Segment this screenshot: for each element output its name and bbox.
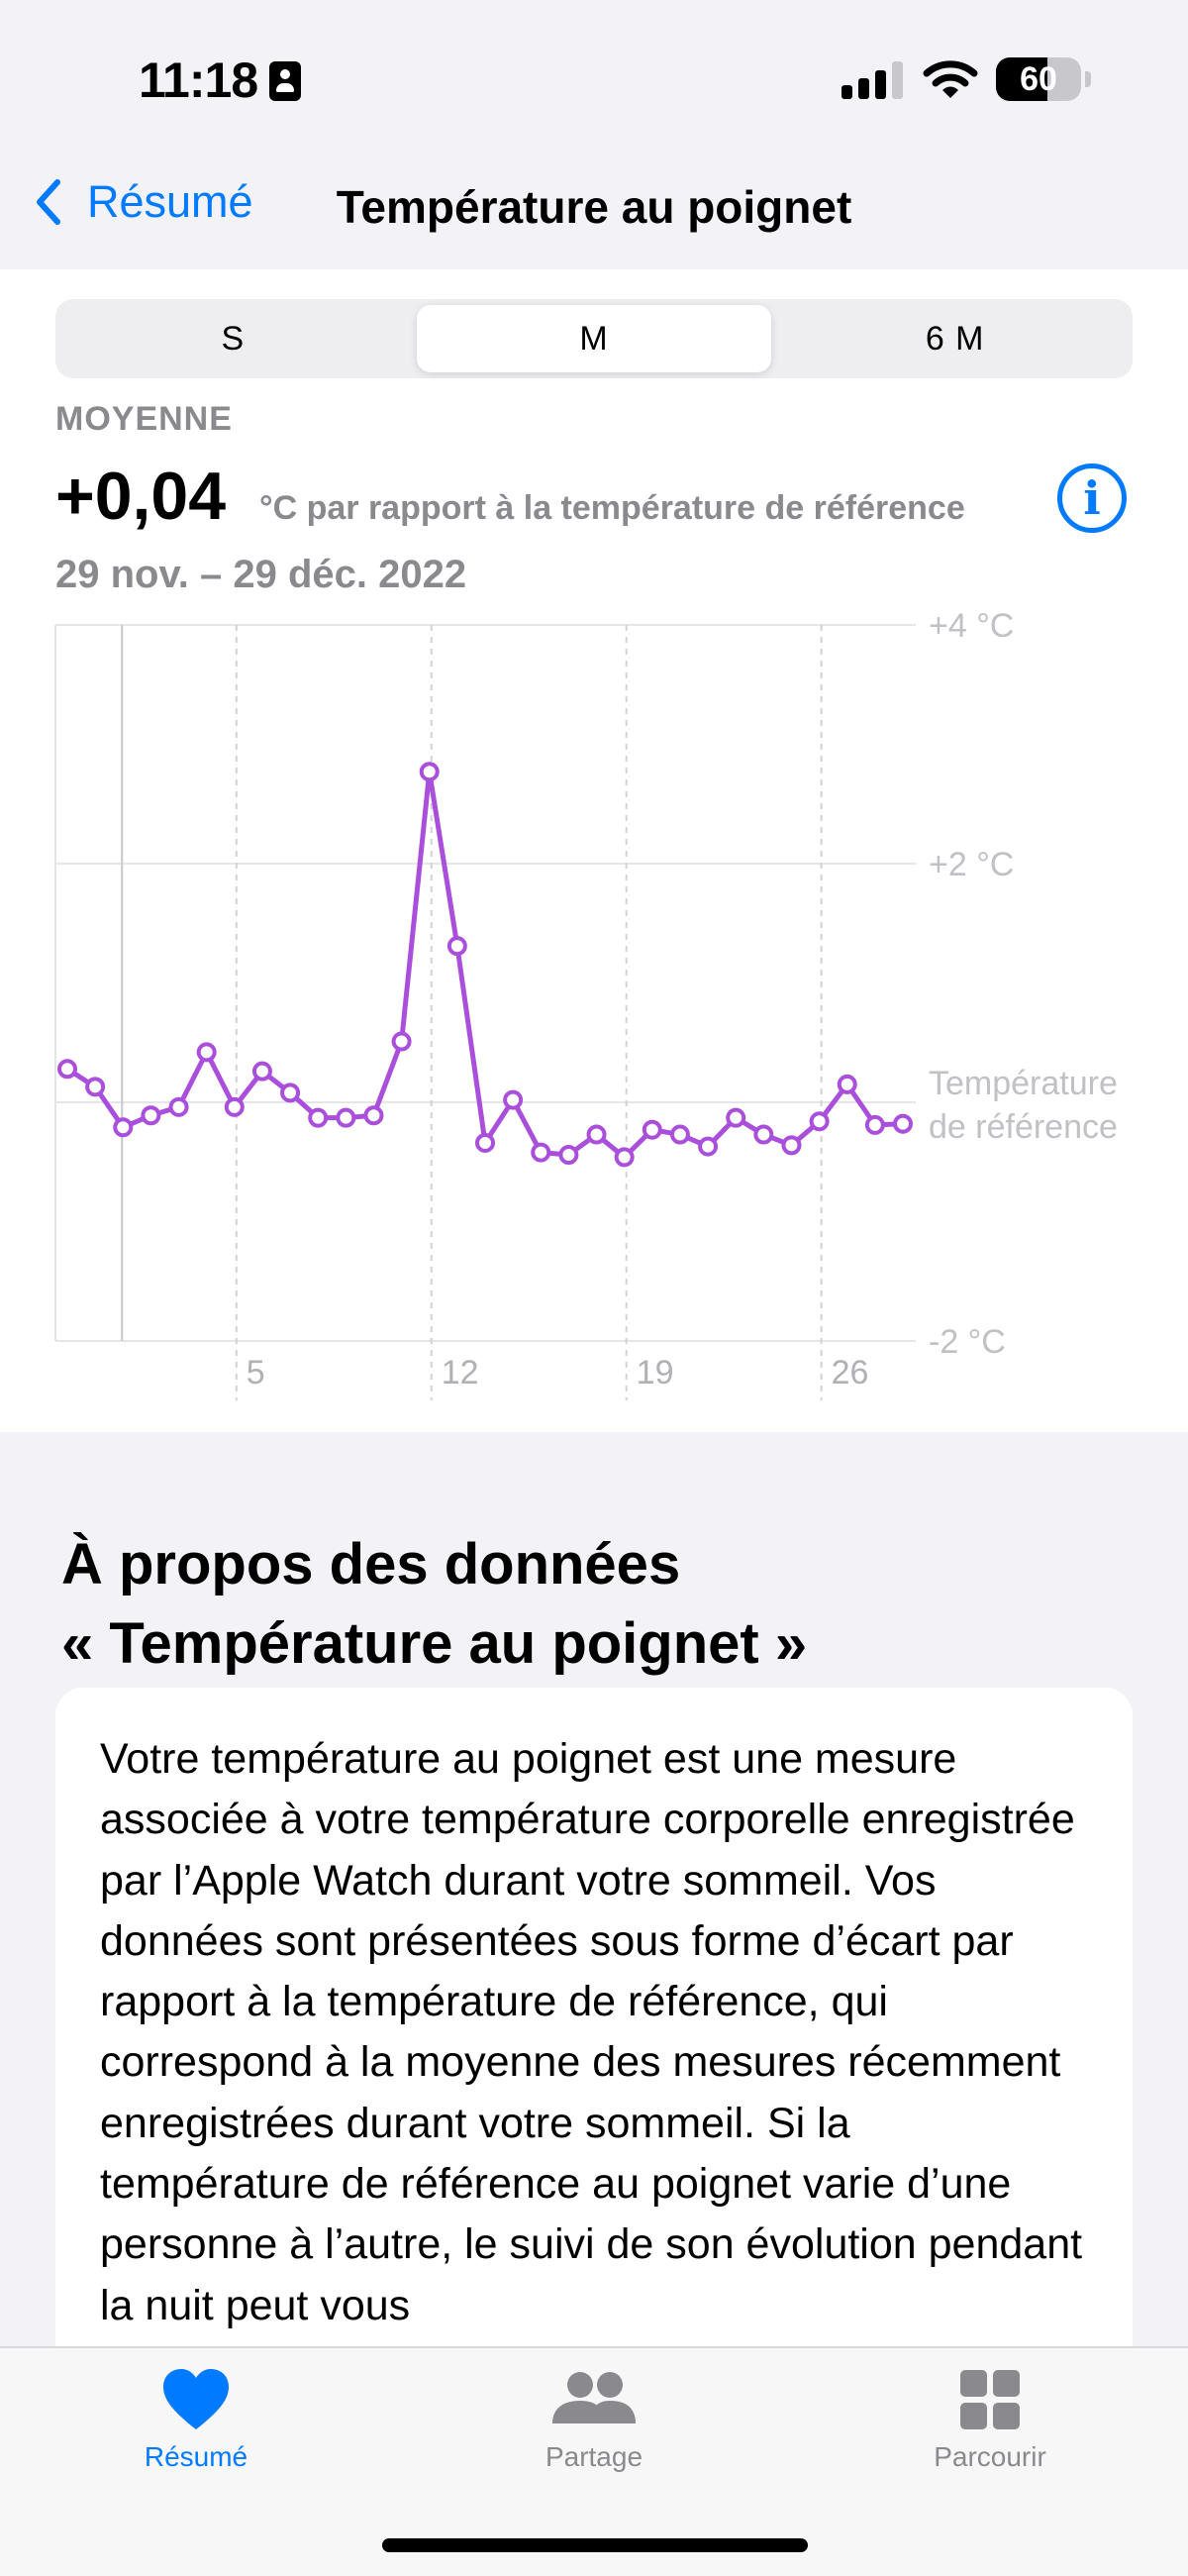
data-point	[280, 1082, 301, 1103]
grid-icon	[960, 2370, 1020, 2429]
baseline-label-line-2: de référence	[929, 1108, 1118, 1146]
segment-month-label: M	[579, 319, 609, 358]
about-title: À propos des données « Température au po…	[61, 1525, 1150, 1684]
average-unit: °C par rapport à la température de référ…	[259, 489, 965, 527]
page-title: Température au poignet	[0, 180, 1188, 234]
data-point	[781, 1135, 802, 1156]
baseline-label-line-1: Température	[929, 1065, 1118, 1102]
chevron-left-icon	[37, 179, 60, 225]
temperature-line	[65, 769, 904, 1160]
data-point	[113, 1117, 134, 1138]
date-range: 29 nov. – 29 déc. 2022	[55, 553, 467, 596]
period-segmented-control: S M 6 M	[55, 299, 1133, 378]
data-point	[837, 1074, 857, 1094]
data-point	[642, 1119, 662, 1140]
tab-browse[interactable]: Parcourir	[842, 2368, 1138, 2473]
chart-panel	[0, 269, 1188, 1432]
cellular-signal-icon	[842, 61, 903, 99]
info-icon: i	[1083, 471, 1101, 525]
status-bar: 11:18 60	[0, 0, 1188, 149]
data-point	[669, 1124, 690, 1145]
segment-six-months-label: 6 M	[925, 319, 985, 358]
average-value: +0,04	[55, 459, 227, 534]
data-point	[864, 1114, 885, 1135]
data-point	[446, 936, 467, 957]
data-point	[196, 1042, 217, 1063]
temperature-chart[interactable]: 5 12 19 26 +4 °C +2 °C Température de référence…	[0, 594, 1188, 1426]
data-point	[57, 1059, 77, 1080]
data-point	[586, 1124, 607, 1145]
data-point	[251, 1061, 272, 1082]
x-tick-label: 12	[442, 1354, 479, 1391]
tab-bar: Résumé Partage Parcourir	[0, 2346, 1188, 2576]
x-tick-label: 5	[247, 1354, 265, 1391]
data-point	[363, 1105, 384, 1126]
data-point	[391, 1031, 412, 1052]
tab-summary-label: Résumé	[144, 2441, 248, 2472]
segment-week-label: S	[221, 319, 246, 358]
back-button-label: Résumé	[87, 176, 253, 227]
data-point	[308, 1107, 329, 1128]
data-point	[726, 1107, 746, 1128]
y-tick-label: -2 °C	[929, 1323, 1006, 1361]
about-title-line-1: À propos des données	[61, 1532, 681, 1597]
info-button[interactable]: i	[1057, 464, 1127, 533]
data-point	[698, 1136, 719, 1157]
tab-sharing-label: Partage	[544, 2441, 644, 2472]
data-point	[336, 1107, 356, 1128]
home-indicator	[382, 2538, 808, 2552]
x-tick-label: 19	[637, 1354, 674, 1391]
back-button[interactable]: Résumé	[34, 176, 253, 228]
data-point	[475, 1132, 495, 1153]
y-tick-label: +2 °C	[929, 846, 1014, 883]
heart-icon	[163, 2369, 229, 2429]
tab-browse-label: Parcourir	[934, 2441, 1046, 2472]
data-point	[614, 1147, 635, 1168]
tab-sharing[interactable]: Partage	[446, 2368, 742, 2473]
contact-card-icon	[269, 61, 301, 101]
page-title-text: Température au poignet	[336, 181, 852, 233]
data-point	[141, 1105, 161, 1126]
battery-tip	[1085, 71, 1091, 87]
data-point	[503, 1089, 524, 1110]
data-point	[558, 1145, 579, 1166]
y-tick-label: +4 °C	[929, 607, 1014, 645]
data-point	[85, 1077, 106, 1097]
data-point	[893, 1113, 913, 1134]
average-label: MOYENNE	[55, 400, 233, 438]
segment-six-months[interactable]: 6 M	[777, 299, 1133, 378]
x-tick-label: 26	[832, 1354, 869, 1391]
tab-summary[interactable]: Résumé	[48, 2368, 345, 2473]
segment-month[interactable]: M	[416, 305, 772, 372]
data-point	[531, 1142, 551, 1163]
data-point	[753, 1124, 774, 1145]
battery-icon: 60	[996, 57, 1081, 101]
about-text: Votre température au poignet est une mes…	[100, 1735, 1083, 2329]
data-point	[224, 1096, 245, 1117]
people-icon	[552, 2372, 636, 2423]
battery-level: 60	[1020, 60, 1057, 98]
status-time: 11:18	[139, 52, 258, 108]
segment-week[interactable]: S	[55, 299, 411, 378]
data-point	[419, 762, 440, 782]
data-point	[168, 1096, 189, 1117]
wifi-icon	[923, 60, 978, 98]
about-title-line-2: « Température au poignet »	[61, 1611, 808, 1676]
data-point	[809, 1111, 830, 1132]
